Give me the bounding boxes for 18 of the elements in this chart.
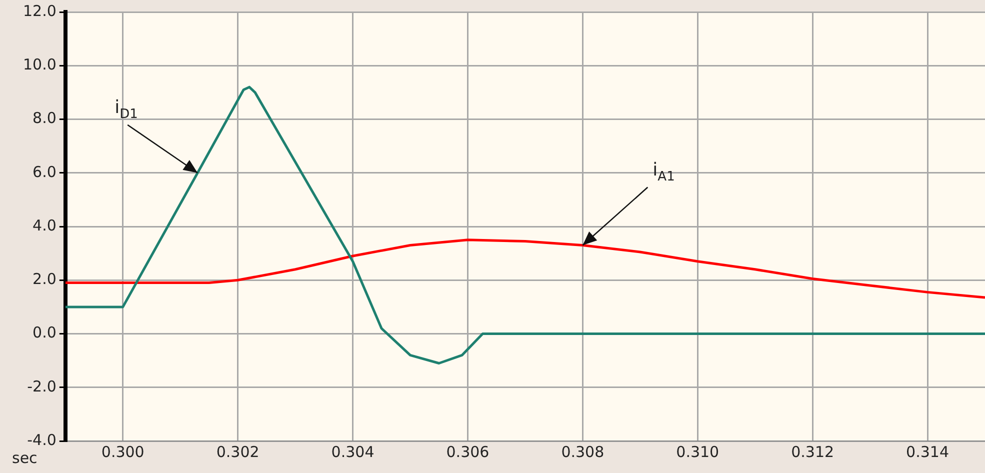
y-tick-label: 0.0 xyxy=(32,324,56,342)
x-tick-label: 0.302 xyxy=(216,442,260,461)
y-tick-label: 4.0 xyxy=(32,216,56,234)
x-tick-label: 0.312 xyxy=(791,442,834,461)
y-tick-label: 8.0 xyxy=(32,109,56,128)
y-tick-label: 6.0 xyxy=(32,162,56,181)
x-tick-label: 0.314 xyxy=(906,442,949,461)
x-axis-title: sec xyxy=(12,448,38,467)
x-tick-label: 0.304 xyxy=(331,442,374,461)
y-tick-label: -2.0 xyxy=(27,377,56,396)
x-tick-label: 0.310 xyxy=(676,442,720,461)
x-tick-label: 0.306 xyxy=(446,442,490,461)
y-tick-label: 2.0 xyxy=(32,270,56,288)
y-tick-label: -4.0 xyxy=(27,430,56,449)
x-tick-label: 0.300 xyxy=(101,442,144,461)
x-tick-label: 0.308 xyxy=(561,442,604,461)
y-tick-label: 10.0 xyxy=(22,56,56,74)
y-tick-label: 12.0 xyxy=(22,2,56,20)
